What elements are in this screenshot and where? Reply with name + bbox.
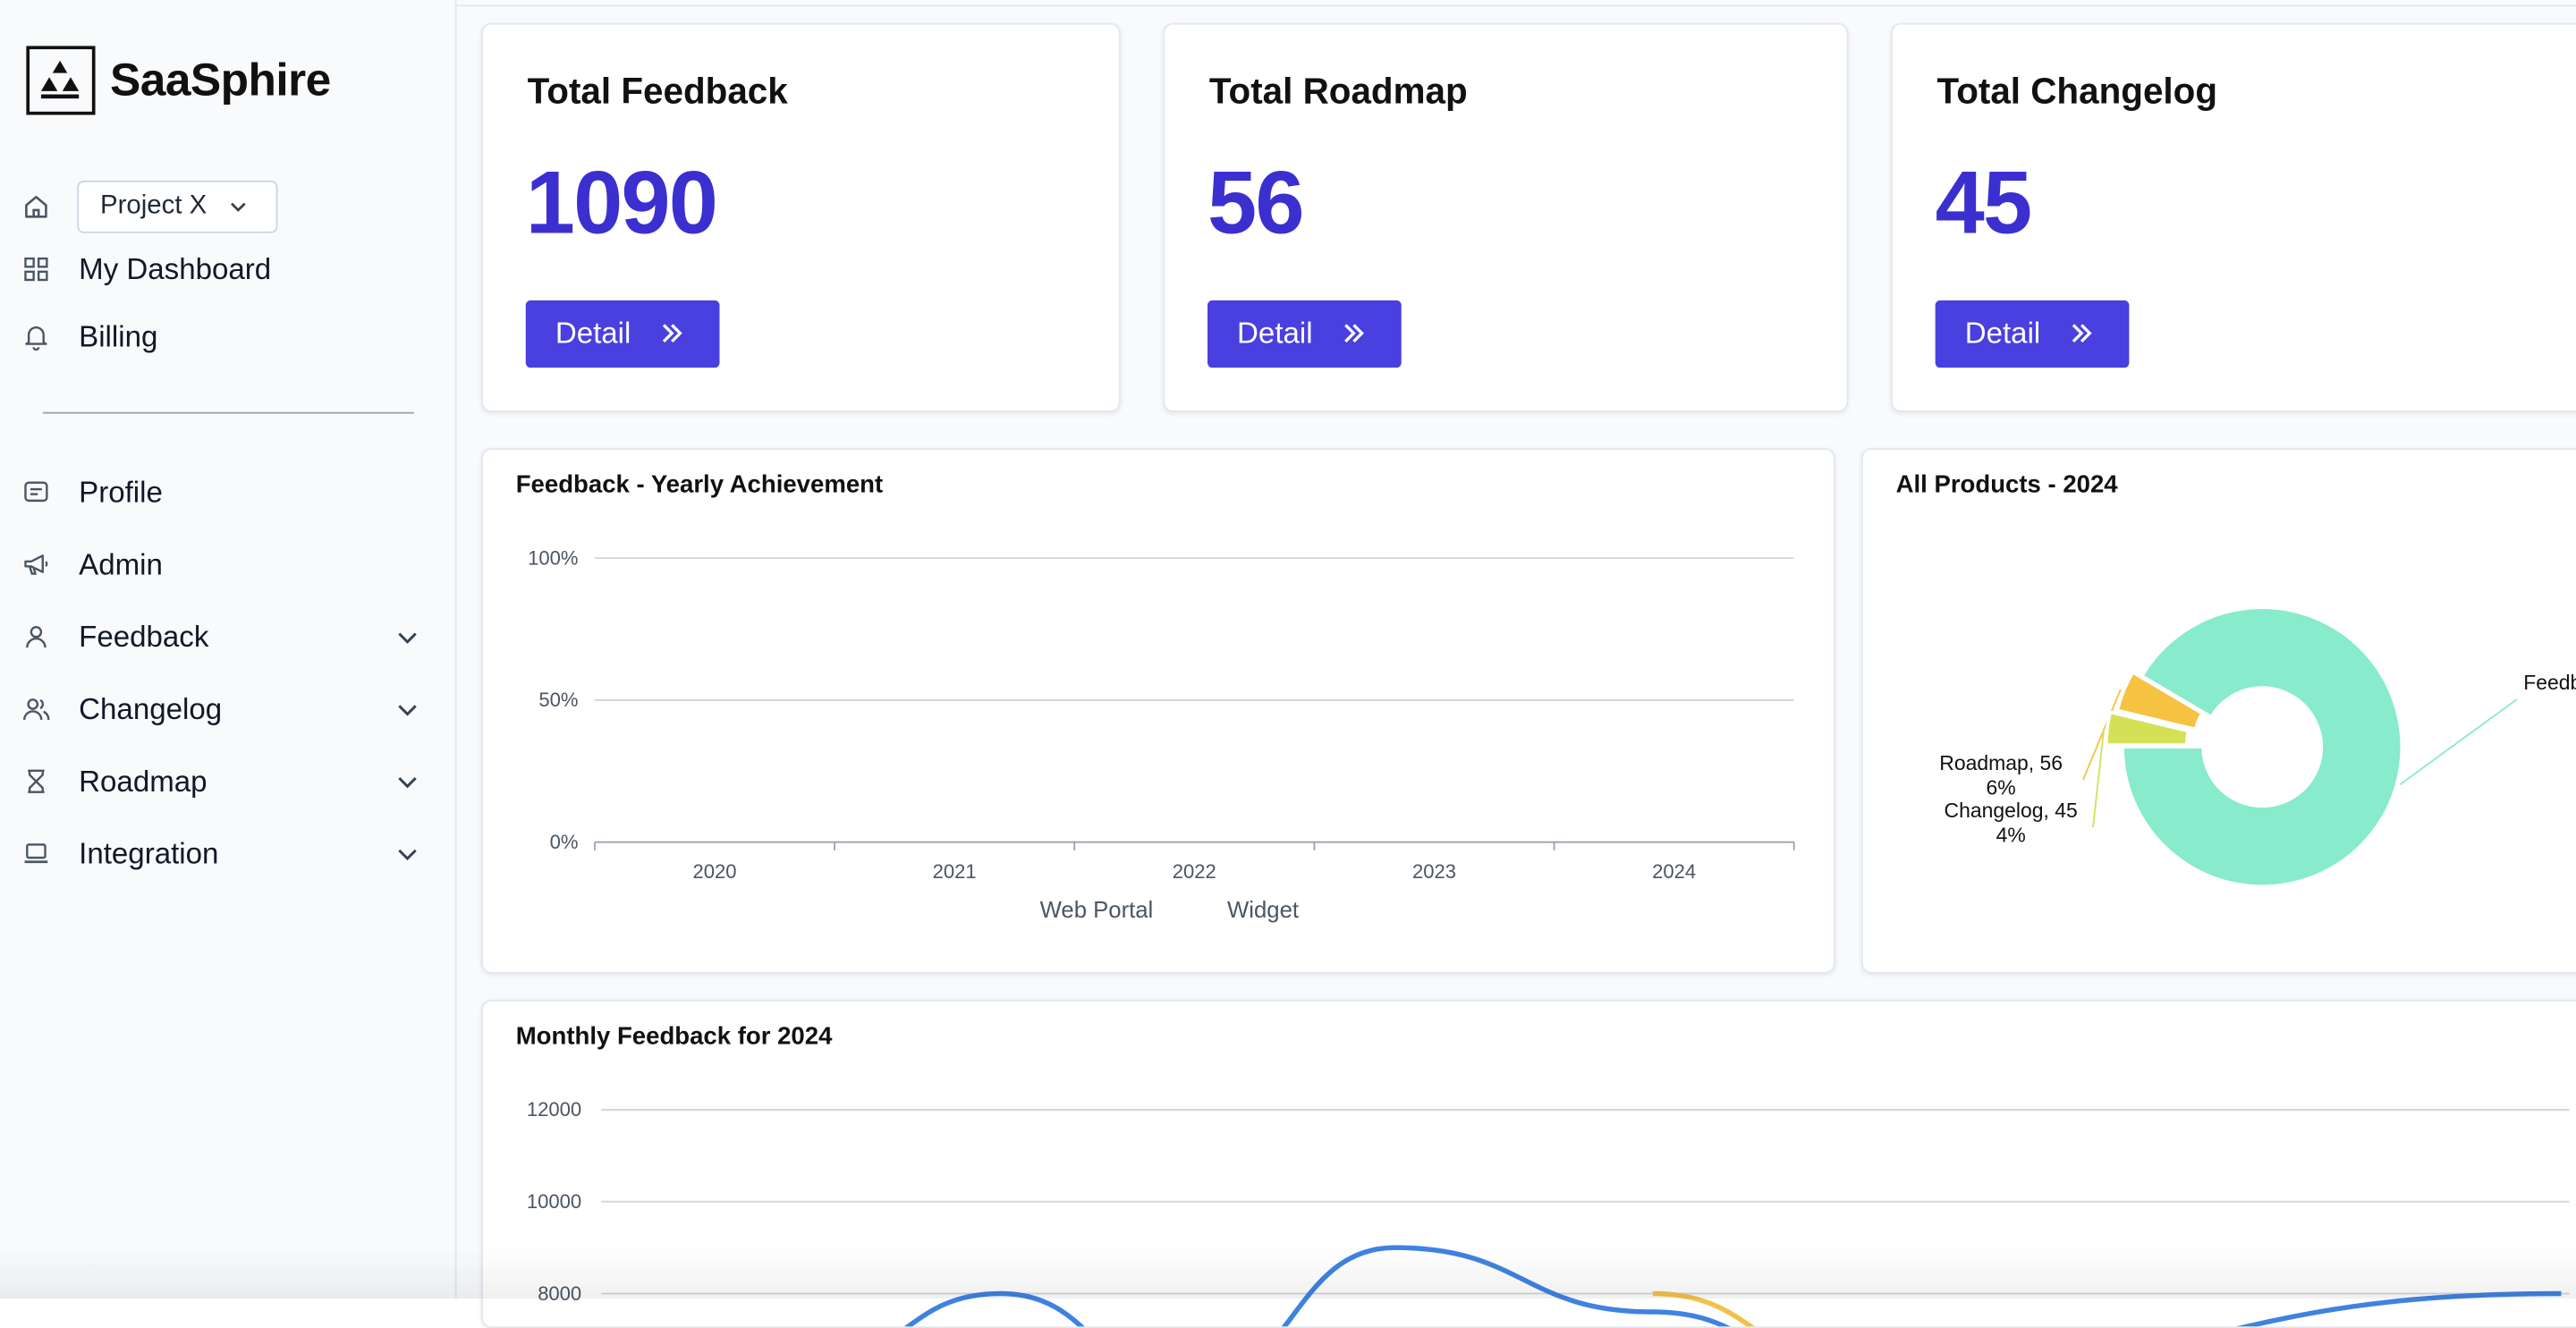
pie-leader-line xyxy=(2399,698,2518,786)
stat-card-feedback: Total Feedback 1090 Detail xyxy=(481,22,1121,412)
pie-slice-label: Roadmap, 56 xyxy=(1939,751,2063,774)
detail-button-label: Detail xyxy=(1237,317,1313,350)
pie-leader-line xyxy=(2082,689,2122,781)
hourglass-icon xyxy=(28,769,45,793)
detail-button[interactable]: Detail xyxy=(525,300,720,368)
project-select[interactable]: Project X xyxy=(77,180,278,233)
stat-value: 56 xyxy=(1207,154,1305,253)
sidebar-item-roadmap[interactable]: Roadmap xyxy=(0,752,457,811)
stat-title: Total Roadmap xyxy=(1208,70,1468,112)
user-icon xyxy=(26,626,47,648)
project-row xyxy=(0,177,457,236)
sidebar-item-feedback[interactable]: Feedback xyxy=(0,607,457,666)
stat-value: 1090 xyxy=(525,154,718,253)
pie-slice xyxy=(2104,710,2190,747)
double-chevron-right-icon xyxy=(2072,324,2092,343)
brand-logo[interactable]: SaaSphire xyxy=(26,46,331,115)
project-select-value: Project X xyxy=(100,191,208,220)
panel-title: Monthly Feedback for 2024 xyxy=(515,1022,833,1051)
y-tick-label: 10000 xyxy=(527,1190,581,1213)
x-tick-label: 2021 xyxy=(933,860,977,883)
grid-icon xyxy=(24,257,48,282)
y-tick-label: 12000 xyxy=(527,1098,581,1121)
y-tick-label: 50% xyxy=(538,689,578,711)
pie-slice-percent: 6% xyxy=(1987,775,2016,799)
stat-value: 45 xyxy=(1935,154,2033,253)
chevron-down-icon[interactable] xyxy=(394,768,420,794)
detail-button-label: Detail xyxy=(555,317,631,350)
sidebar-item-profile[interactable]: Profile xyxy=(0,463,457,522)
panel-title: Feedback - Yearly Achievement xyxy=(515,470,884,500)
sidebar-item-changelog[interactable]: Changelog xyxy=(0,680,457,739)
y-tick-label: 0% xyxy=(550,831,579,853)
pie-slice-label: Feedback, 1090 xyxy=(2523,671,2576,694)
sidebar-item-billing[interactable]: Billing xyxy=(0,307,457,366)
bell-icon xyxy=(25,326,47,351)
pie-leader-line xyxy=(2092,728,2106,828)
chevron-down-icon[interactable] xyxy=(394,696,420,722)
sidebar-item-label: Feedback xyxy=(79,619,209,653)
sidebar-item-label: Changelog xyxy=(79,691,223,725)
yearly-achievement-panel: Feedback - Yearly Achievement 100% 50% 0% 2… xyxy=(481,448,1835,974)
all-products-donut-chart: Feedback, 109090%Roadmap, 566%Changelog,… xyxy=(1939,605,2576,889)
double-chevron-right-icon xyxy=(1344,324,1364,343)
monthly-feedback-chart: 12000 10000 8000 xyxy=(527,1098,2570,1327)
chevron-down-icon[interactable] xyxy=(394,841,420,867)
top-border xyxy=(456,4,2576,7)
line-series xyxy=(903,1245,2562,1327)
sidebar-item-my-dashboard[interactable]: My Dashboard xyxy=(0,240,457,299)
stat-card-changelog: Total Changelog 45 Detail xyxy=(1891,22,2576,412)
y-tick-label: 100% xyxy=(528,546,578,569)
x-tick-label: 2023 xyxy=(1412,860,1456,883)
sidebar-item-admin[interactable]: Admin xyxy=(0,535,457,594)
detail-button[interactable]: Detail xyxy=(1935,300,2130,368)
stat-card-roadmap: Total Roadmap 56 Detail xyxy=(1163,22,1849,412)
brand-name: SaaSphire xyxy=(110,54,331,106)
stat-title: Total Changelog xyxy=(1936,70,2218,112)
legend-entry: Widget xyxy=(1227,898,1299,923)
sidebar: SaaSphire Project X My Dashboard xyxy=(0,0,457,1298)
sidebar-item-label: Integration xyxy=(79,836,219,869)
line-series xyxy=(1652,1290,1755,1327)
stat-title: Total Feedback xyxy=(527,70,788,112)
pie-slice xyxy=(2115,670,2205,732)
monthly-feedback-panel: Monthly Feedback for 2024 12000 10000 8000 xyxy=(481,999,2576,1328)
sidebar-divider xyxy=(42,411,414,414)
pie-slice-percent: 4% xyxy=(1996,824,2026,847)
y-tick-label: 8000 xyxy=(538,1282,581,1305)
x-tick-label: 2022 xyxy=(1173,860,1216,883)
panel-title: All Products - 2024 xyxy=(1895,470,2118,500)
sidebar-item-label: Roadmap xyxy=(79,764,208,798)
all-products-panel: All Products - 2024 Feedback, 109090%Roa… xyxy=(1861,448,2576,974)
double-chevron-right-icon xyxy=(662,324,682,343)
x-tick-label: 2020 xyxy=(692,860,736,883)
pie-slice-label: Changelog, 45 xyxy=(1945,799,2078,822)
home-icon[interactable] xyxy=(21,192,51,222)
sidebar-item-label: Admin xyxy=(79,547,163,580)
users-icon xyxy=(22,698,50,721)
yearly-achievement-chart: 100% 50% 0% 2020 2021 2022 2023 2024 Web Portal W… xyxy=(528,546,1795,923)
detail-button-label: Detail xyxy=(1964,317,2041,350)
detail-button[interactable]: Detail xyxy=(1207,300,1402,368)
sidebar-item-label: Billing xyxy=(79,319,158,352)
pie-slice xyxy=(2121,605,2404,889)
chevron-down-icon xyxy=(230,202,246,212)
profile-card-icon xyxy=(24,481,48,503)
sidebar-item-label: My Dashboard xyxy=(79,251,272,285)
chevron-down-icon[interactable] xyxy=(394,624,420,650)
laptop-icon xyxy=(24,843,48,864)
sidebar-item-label: Profile xyxy=(79,475,163,509)
legend-entry: Web Portal xyxy=(1040,898,1154,923)
main-content: Total Feedback 1090 Detail Total Roadmap… xyxy=(456,0,2576,1328)
logo-mark-icon xyxy=(26,46,96,115)
x-tick-label: 2024 xyxy=(1652,860,1696,883)
megaphone-icon xyxy=(24,554,48,575)
sidebar-item-integration[interactable]: Integration xyxy=(0,824,457,883)
